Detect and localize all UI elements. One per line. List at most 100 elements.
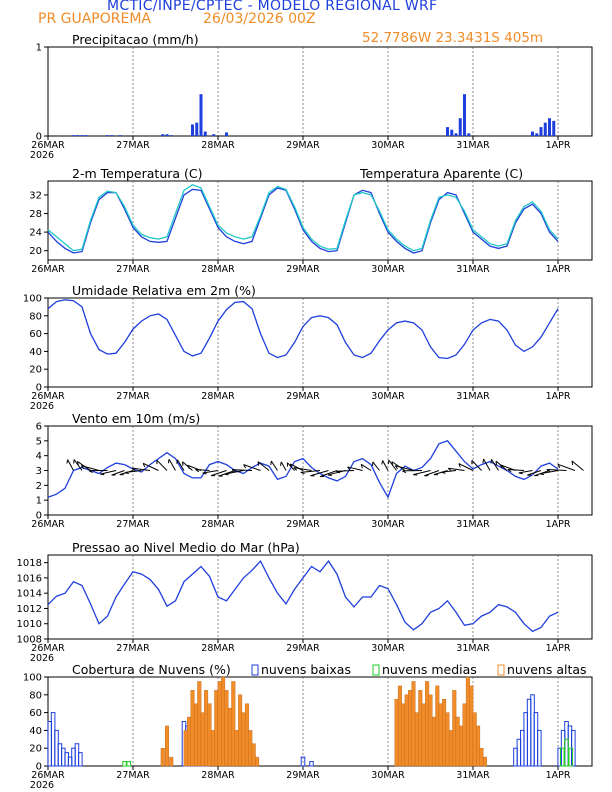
y-tick-label: 1: [36, 43, 42, 54]
wind-barb-head: [257, 461, 260, 466]
cloud-bar-nuvens-altas: [234, 730, 239, 767]
wind-barb: [372, 461, 380, 471]
wind-barb-head: [546, 469, 551, 473]
cloud-bar-nuvens-altas: [210, 730, 215, 767]
wind-barb: [290, 463, 304, 471]
precip-bar: [118, 135, 122, 136]
wind-barb-head: [381, 460, 384, 465]
cloud-bar-nuvens-altas: [238, 694, 243, 767]
precip-bar: [76, 135, 80, 136]
x-tick-label: 31MAR: [456, 519, 490, 530]
y-tick-label: 20: [29, 246, 42, 257]
precip-bar: [72, 135, 75, 136]
wind-barb: [433, 470, 448, 476]
y-tick-label: 1012: [17, 604, 42, 615]
wind-barb: [111, 470, 125, 476]
wind-barb-head: [458, 463, 461, 468]
cloud-bar-nuvens-altas: [221, 676, 226, 767]
cloud-bar-nuvens-altas: [445, 712, 450, 767]
cloud-bar-nuvens-baixas: [537, 729, 542, 767]
x-tick-label: 27MAR: [116, 770, 150, 781]
wind-barb-head: [300, 471, 305, 475]
y-tick-label: 80: [29, 311, 42, 322]
y-tick-label: 1008: [17, 635, 42, 646]
x-tick-label: 28MAR: [201, 770, 235, 781]
x-tick-label: 29MAR: [286, 391, 320, 402]
wind-barb-head: [394, 465, 399, 470]
cloud-bar-nuvens-altas: [476, 725, 481, 767]
wind-barb: [243, 464, 261, 471]
x-tick-label: 31MAR: [456, 391, 490, 402]
wind-barb: [395, 465, 414, 471]
cloud-bar-nuvens-altas: [401, 703, 406, 767]
cloud-bar-nuvens-altas: [431, 716, 436, 767]
y-tick-label: 6: [36, 422, 42, 433]
x-tick-label: 26MAR: [31, 391, 65, 402]
precip-bar: [195, 122, 199, 136]
wind-barb-head: [142, 463, 146, 468]
wind-barb-head: [289, 463, 293, 468]
x-tick-label: 26MAR: [31, 519, 65, 530]
x-tick-label: 31MAR: [456, 140, 490, 151]
y-tick-label: 28: [29, 209, 42, 220]
wind-barb-head: [167, 459, 170, 464]
cloud-bar-nuvens-altas: [227, 707, 232, 767]
panel-frame-precip: [47, 46, 593, 137]
x-tick-label: 1APR: [546, 264, 571, 275]
y-tick-label: 60: [29, 708, 42, 719]
cloud-bar-nuvens-altas: [425, 681, 430, 767]
wind-barb-head: [557, 464, 561, 469]
precip-bar: [543, 122, 547, 136]
precip-bar: [458, 118, 462, 136]
y-tick-label: 20: [29, 365, 42, 376]
wind-barb: [224, 470, 244, 475]
wind-barb: [546, 468, 567, 471]
x-tick-label: 30MAR: [371, 519, 405, 530]
wind-barb: [168, 458, 176, 471]
wind-barb-head: [539, 473, 544, 476]
wind-barb: [257, 461, 270, 471]
y-tick-label: 0: [36, 511, 42, 522]
precip-bar: [165, 134, 169, 136]
precip-bar: [539, 127, 543, 136]
cloud-bar-nuvens-altas: [469, 685, 474, 767]
cloud-bar-nuvens-altas: [452, 690, 457, 767]
precip-bar: [203, 131, 207, 136]
y-tick-label: 24: [29, 228, 42, 239]
wind-barb: [280, 461, 287, 471]
wind-barb: [539, 470, 559, 475]
cloud-bar-nuvens-altas: [435, 685, 440, 767]
series-line-pressao: [47, 559, 559, 633]
cloud-legend-label: nuvens altas: [507, 662, 587, 677]
cloud-bar-nuvens-altas: [472, 712, 477, 767]
wind-barb: [270, 460, 278, 471]
cloud-bar-nuvens-altas: [438, 703, 443, 767]
cloud-bar-nuvens-medias: [126, 761, 132, 767]
y-tick-label: 40: [29, 347, 42, 358]
x-tick-label: 1APR: [546, 140, 571, 151]
cloud-bar-nuvens-altas: [394, 699, 399, 767]
cloud-bar-nuvens-altas: [248, 730, 253, 767]
cloud-bar-nuvens-altas: [442, 699, 447, 767]
x-tick-label: 29MAR: [286, 264, 320, 275]
cloud-bar-nuvens-altas: [193, 703, 198, 767]
cloud-bar-nuvens-altas: [418, 690, 423, 767]
wind-barb-head: [507, 469, 512, 473]
x-tick-label: 30MAR: [371, 264, 405, 275]
panel-title-precip: Precipitacao (mm/h): [72, 32, 199, 47]
precip-bar: [531, 131, 534, 136]
cloud-bar-nuvens-altas: [207, 703, 212, 767]
cloud-bar-nuvens-baixas: [78, 752, 83, 767]
cloud-bar-nuvens-medias: [564, 738, 569, 767]
wind-barb: [527, 470, 542, 476]
cloud-bar-nuvens-altas: [479, 748, 484, 767]
wind-barb-head: [293, 467, 298, 471]
wind-barb: [310, 470, 329, 477]
x-year-label: 2026: [30, 653, 54, 664]
wind-barb: [131, 467, 151, 471]
wind-barb: [195, 468, 210, 471]
precip-bar: [161, 134, 165, 136]
header-title: MCTIC/INPE/CPTEC - MODELO REGIONAL WRF: [107, 0, 438, 14]
precip-bar: [552, 120, 556, 136]
precip-bar: [84, 135, 88, 136]
